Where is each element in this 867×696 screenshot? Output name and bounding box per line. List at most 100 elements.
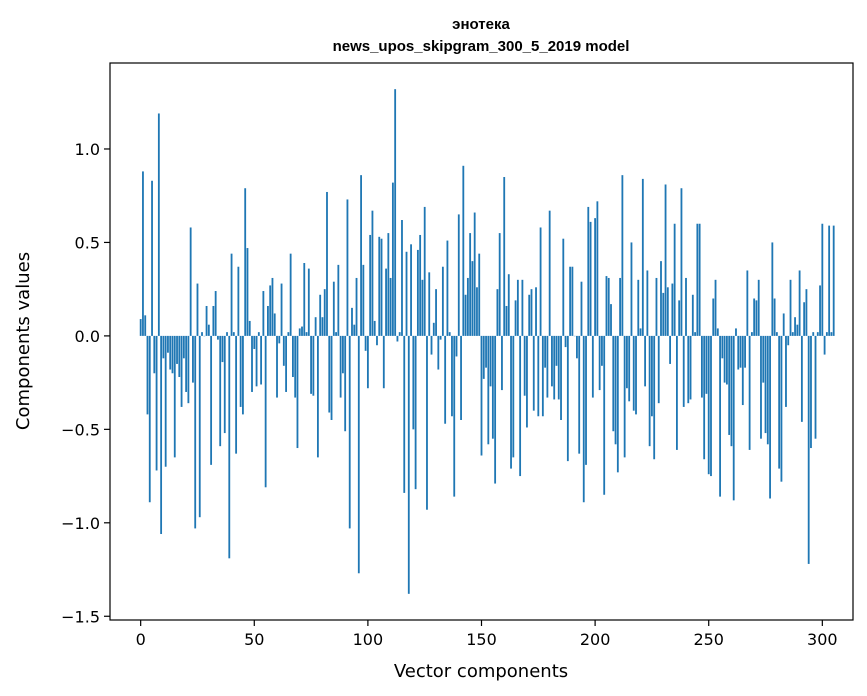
bar [423,206,426,336]
bar [678,300,681,336]
bar [746,270,749,336]
bar [446,240,449,336]
bar [591,335,594,398]
bar [187,335,190,404]
bar [728,335,731,435]
bar [585,335,587,465]
bar [387,233,390,336]
bar [514,300,517,336]
bar [519,335,522,477]
bar [164,335,167,467]
bar [253,335,256,349]
bar [732,335,735,501]
bar [703,335,706,460]
bar [212,305,215,336]
bar [644,335,647,387]
bar [666,287,669,336]
bar [307,268,310,336]
bar [603,335,606,495]
bar [805,289,808,336]
bar [648,335,651,447]
bar [162,335,165,359]
x-axis-ticks: 0 50 100 150 200 250 300 [136,620,838,649]
bar [262,291,265,336]
bar [660,261,662,336]
bar [178,335,181,378]
bar [232,332,235,336]
bar [169,335,172,370]
bar [680,188,683,336]
bar [360,175,362,336]
bar [505,305,508,336]
bar [223,335,226,434]
bar [498,233,501,336]
bar [687,335,690,404]
bar [582,335,585,503]
bar [553,335,556,400]
bar [310,335,312,394]
x-axis-label: Vector components [394,661,568,682]
bar [460,335,462,420]
bar [144,315,147,336]
bar [578,335,581,454]
bar [721,335,724,359]
bar [569,266,572,336]
bar [630,242,633,336]
bar [435,289,437,336]
bar [769,335,771,499]
bar [766,335,769,445]
bar [682,335,685,407]
bar [791,332,794,336]
bar [185,335,188,392]
bar [371,210,374,336]
bar [217,335,219,340]
bar [246,248,249,336]
bar [555,335,558,366]
bar [546,335,549,398]
bar [707,335,710,475]
bar [626,335,628,389]
bar [528,294,531,336]
bar [819,285,821,336]
bar [664,184,667,336]
bar [462,165,465,336]
bar [773,298,776,336]
bar [294,335,297,398]
bar [816,332,819,336]
bar [353,324,356,336]
bar [605,276,608,336]
bar [673,223,676,336]
bar [612,335,615,432]
bar [653,335,656,460]
bar [426,335,428,510]
bar [160,335,163,535]
bar [305,332,308,336]
bar [366,335,369,389]
bar [669,335,671,364]
bar [276,335,278,398]
y-axis-label: Components values [13,252,34,430]
bar [457,214,460,336]
x-tick-label: 300 [807,630,838,649]
bar [607,277,610,336]
bar [151,180,153,336]
bar [312,335,315,396]
bar [419,234,422,336]
bar [507,274,510,336]
bar [260,335,263,385]
bar [744,335,746,368]
bar [396,335,399,342]
bar [314,317,317,336]
bar [210,335,213,465]
bar [337,264,340,336]
bar [482,335,485,379]
bar [544,335,547,368]
bar [248,320,251,336]
bar [407,335,410,594]
bar [289,253,292,336]
bar [828,225,831,336]
bar [821,223,824,336]
bar [564,335,567,348]
bar [196,283,199,336]
bar [698,223,701,336]
